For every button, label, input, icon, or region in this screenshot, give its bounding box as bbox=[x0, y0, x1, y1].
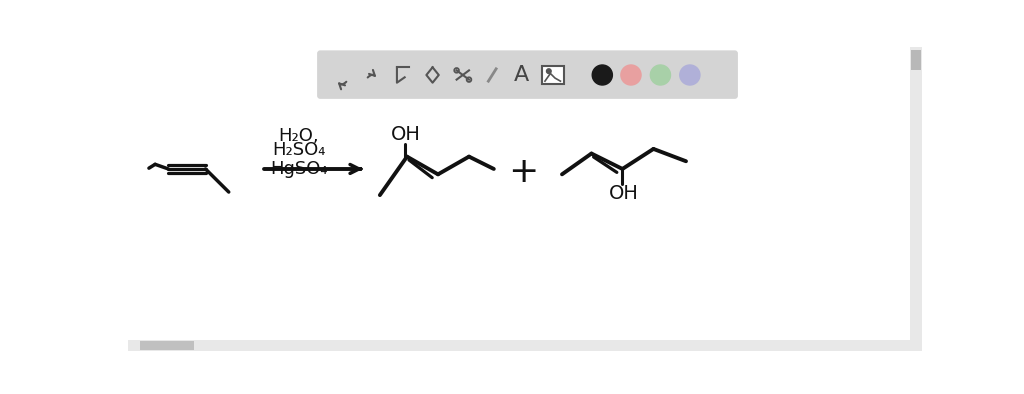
Bar bbox=[910, 47, 922, 351]
Text: H₂SO₄: H₂SO₄ bbox=[271, 141, 326, 159]
Bar bbox=[542, 66, 563, 84]
FancyBboxPatch shape bbox=[317, 50, 738, 99]
Text: OH: OH bbox=[390, 125, 421, 144]
Circle shape bbox=[547, 69, 551, 73]
Bar bbox=[128, 340, 910, 351]
Text: H₂O,: H₂O, bbox=[279, 127, 318, 145]
Bar bbox=[139, 341, 194, 350]
Text: HgSO₄: HgSO₄ bbox=[269, 160, 328, 178]
Text: A: A bbox=[514, 65, 529, 85]
Circle shape bbox=[621, 65, 641, 85]
Circle shape bbox=[592, 65, 612, 85]
Text: +: + bbox=[508, 155, 539, 189]
Text: OH: OH bbox=[609, 184, 639, 203]
Circle shape bbox=[680, 65, 700, 85]
Circle shape bbox=[650, 65, 671, 85]
Bar bbox=[910, 50, 921, 70]
